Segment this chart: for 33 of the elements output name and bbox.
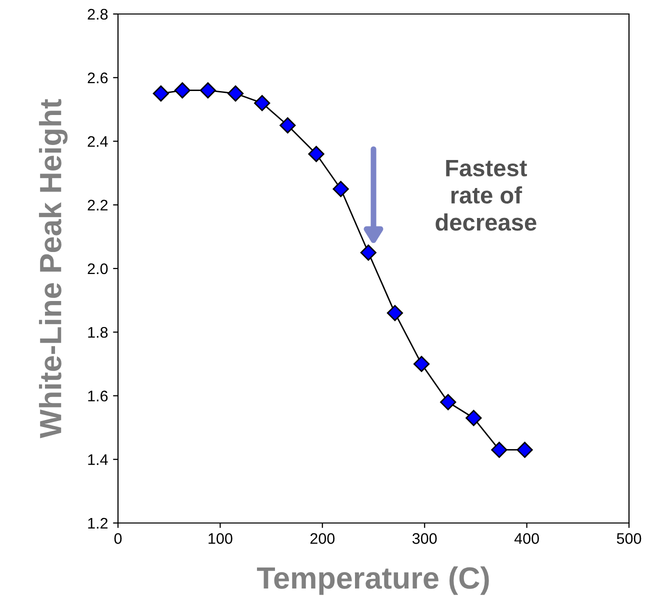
point [280, 117, 296, 134]
y-tick-label: 2.8 [88, 8, 108, 20]
point [200, 82, 216, 98]
point [152, 85, 169, 102]
y-tick-label: 1.4 [88, 454, 108, 465]
point [254, 95, 270, 112]
y-tick-label: 2.0 [88, 263, 108, 274]
point [332, 180, 349, 198]
x-tick-label: 300 [412, 533, 437, 544]
annotation: Fastest rate of decrease [436, 160, 536, 231]
point [491, 442, 508, 458]
y-tick-label: 1.8 [88, 326, 108, 338]
point [466, 410, 482, 426]
y-tick-label: 2.6 [88, 72, 108, 84]
point [413, 356, 430, 372]
point [174, 82, 190, 98]
point [516, 442, 533, 458]
y-tick-label: 1.2 [88, 518, 108, 529]
x-axis-title: Temperature (C) [256, 566, 489, 595]
x-tick-label: 0 [114, 533, 122, 544]
x-tick-label: 400 [514, 533, 539, 544]
point [360, 244, 376, 261]
y-tick-label: 1.6 [88, 390, 108, 402]
point [308, 146, 324, 162]
x-tick-label: 500 [616, 533, 642, 544]
x-tick-label: 200 [310, 533, 335, 544]
point [227, 85, 244, 102]
x-tick-label: 100 [208, 533, 232, 544]
y-axis-title: White-Line Peak Height [38, 99, 68, 438]
y-tick-label: 2.2 [88, 200, 108, 210]
point [440, 394, 456, 410]
y-tick-label: 2.4 [88, 136, 108, 147]
point [386, 304, 404, 322]
